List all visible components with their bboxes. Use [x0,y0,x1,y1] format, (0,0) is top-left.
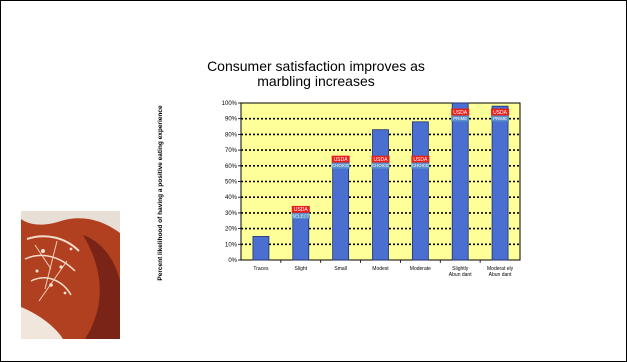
y-tick-label: 20% [225,227,238,233]
x-tick-label: Abun dant [489,272,512,278]
usda-badge-bottom [371,162,390,169]
usda-badge-top [291,205,310,213]
usda-badge-label: USDA [294,207,309,213]
usda-badge-label: USDA [493,110,508,116]
y-tick-label: 40% [225,195,238,201]
gridlines [241,117,520,246]
usda-badge-bottom [291,212,310,219]
x-tick-label: Moderat ely [487,266,514,272]
grade-badge-label: CHOICE [332,163,349,168]
chart-title: Consumer satisfaction improves as marbli… [207,58,425,89]
x-tick-label: Abun dant [449,272,472,278]
usda-badge-bottom [331,162,350,169]
y-axis-ticks: 0% 10% 20% 30% 40% 50% 60% 70% 80% 90% 100% [222,101,241,264]
usda-badge-label: USDA [453,110,468,116]
y-tick-label: 30% [225,211,238,217]
usda-badge-top [331,155,350,163]
x-tick-label: Moderate [410,266,431,272]
bar [491,105,509,261]
usda-badge-bottom [411,162,430,169]
usda-badge-top [451,108,470,116]
x-tick-label: Small [334,266,347,272]
usda-badge-label: USDA [413,157,428,163]
bar [451,102,469,261]
usda-badge-bottom [451,115,470,122]
x-tick-label: Traces [253,266,269,272]
y-tick-label: 90% [225,117,238,123]
usda-badge-label: USDA [334,157,349,163]
y-tick-label: 70% [225,148,238,154]
bar [372,129,389,261]
y-tick-label: 50% [225,180,238,186]
y-tick-label: 0% [228,258,237,264]
grade-badge-label: PRIME [493,116,507,121]
grade-badge-label: SELECT [292,213,309,218]
bar [292,212,310,261]
usda-grade-badges: USDASELECTUSDACHOICEUSDACHOICEUSDACHOICE… [291,108,510,219]
usda-badge-bottom [491,115,510,122]
x-tick-label: Slight [295,266,308,272]
bar [252,236,270,261]
usda-badge-top [371,155,390,163]
y-tick-label: 60% [225,164,238,170]
bar [332,162,350,261]
y-tick-label: 100% [222,101,238,107]
grade-badge-label: CHOICE [412,163,429,168]
x-tick-label: Slightly [452,266,469,272]
x-tick-label: Modest [372,266,389,272]
x-axis-ticks: Traces Slight Small Modest Moderate SlightlyA… [253,260,514,278]
y-tick-label: 10% [225,242,238,248]
usda-badge-top [411,155,430,163]
bar [411,121,429,261]
grade-badge-label: CHOICE [372,163,389,168]
usda-badge-top [491,108,510,116]
marbled-steak-image [21,211,120,339]
usda-badge-label: USDA [374,157,389,163]
grade-badge-label: PRIME [453,116,467,121]
y-tick-label: 80% [225,132,238,138]
